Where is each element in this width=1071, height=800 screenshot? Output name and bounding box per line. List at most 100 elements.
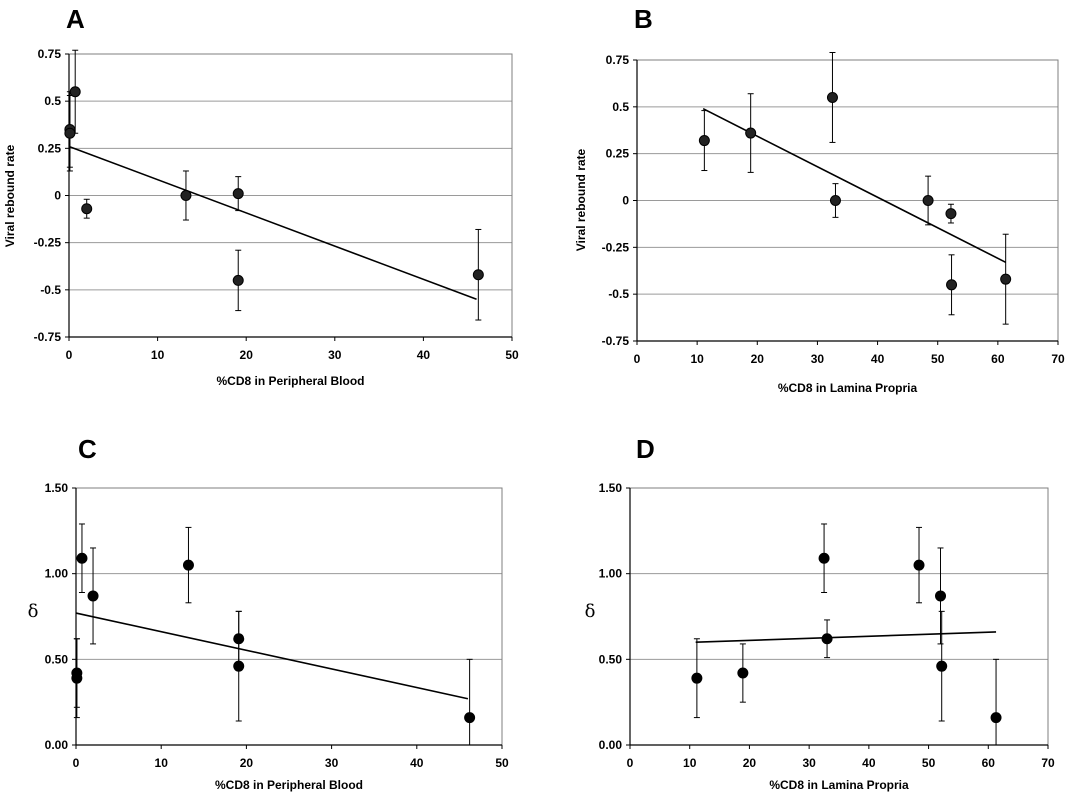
data-point — [464, 712, 476, 724]
x-tick-label: 10 — [155, 756, 169, 770]
trend-line — [68, 145, 477, 301]
data-point — [233, 660, 245, 672]
x-tick-label: 40 — [410, 756, 424, 770]
x-axis-label: %CD8 in Peripheral Blood — [215, 778, 363, 792]
data-point — [182, 559, 194, 571]
y-tick-label: 0 — [622, 194, 629, 208]
y-axis-label: Viral rebound rate — [574, 148, 588, 251]
x-axis-label: %CD8 in Lamina Propria — [778, 381, 918, 395]
data-point — [69, 86, 81, 98]
x-tick-label: 20 — [751, 352, 765, 366]
data-point — [1000, 273, 1012, 285]
data-point — [87, 590, 99, 602]
y-tick-label: -0.5 — [40, 283, 61, 297]
y-tick-label: 0.25 — [38, 141, 62, 155]
x-tick-label: 50 — [505, 348, 519, 362]
y-axis-label: δ — [28, 601, 39, 622]
data-point — [946, 279, 958, 291]
data-point — [935, 590, 947, 602]
x-tick-label: 40 — [862, 756, 876, 770]
y-tick-label: -0.5 — [608, 287, 629, 301]
x-tick-label: 50 — [495, 756, 509, 770]
data-point — [698, 135, 710, 147]
x-tick-label: 10 — [151, 348, 165, 362]
data-point — [829, 195, 841, 206]
x-tick-label: 40 — [417, 348, 431, 362]
panel-letter: D — [636, 434, 655, 464]
y-tick-label: -0.25 — [602, 240, 630, 254]
data-point — [232, 274, 244, 286]
x-tick-label: 10 — [683, 756, 697, 770]
x-tick-label: 0 — [627, 756, 634, 770]
plot-frame — [629, 487, 1049, 746]
data-point — [180, 190, 192, 201]
data-point — [936, 660, 948, 672]
x-tick-label: 30 — [328, 348, 342, 362]
data-point — [990, 712, 1002, 724]
panel-letter: A — [66, 4, 85, 34]
panel-letter: B — [634, 4, 653, 34]
y-axis-label: δ — [585, 601, 596, 622]
data-point — [922, 195, 934, 206]
y-tick-label: 0.5 — [44, 94, 61, 108]
data-point — [826, 91, 838, 103]
data-point — [821, 633, 833, 645]
y-tick-label: -0.75 — [602, 334, 630, 348]
x-tick-label: 0 — [66, 348, 73, 362]
y-axis-label: Viral rebound rate — [3, 144, 17, 247]
y-tick-label: -0.75 — [34, 330, 62, 344]
x-tick-label: 20 — [240, 756, 254, 770]
y-tick-label: 0.00 — [45, 738, 69, 752]
data-point — [71, 672, 83, 684]
x-tick-label: 70 — [1051, 352, 1065, 366]
data-point — [818, 552, 830, 564]
x-tick-label: 30 — [325, 756, 339, 770]
panel-b: B -0.75 -0.5 -0.25 0 0.25 0.5 0.75 0 10 20 30 40 50 60… — [574, 4, 1065, 395]
y-tick-label: 1.50 — [45, 481, 69, 495]
plot-frame — [75, 487, 503, 746]
data-point — [232, 188, 244, 200]
panel-c: C 0.00 0.50 1.00 1.50 0 10 20 30 40 50 %CD8 in Peri… — [28, 434, 509, 792]
data-point — [64, 127, 76, 139]
x-tick-label: 20 — [240, 348, 254, 362]
x-tick-label: 30 — [811, 352, 825, 366]
y-tick-label: 0.50 — [599, 652, 623, 666]
panel-a: A -0.75 -0.5 -0.25 0 0.25 0.5 0.75 0 10 20 30 40 50 %C… — [3, 4, 519, 388]
panel-d: D 0.00 0.50 1.00 1.50 0 10 20 30 40 50 60 70 %CD8 in … — [585, 434, 1055, 792]
data-point — [233, 633, 245, 645]
y-tick-label: 1.00 — [599, 567, 623, 581]
x-tick-label: 50 — [922, 756, 936, 770]
y-tick-label: 1.00 — [45, 567, 69, 581]
y-tick-label: 0.25 — [606, 147, 630, 161]
panel-letter: C — [78, 434, 97, 464]
x-tick-label: 40 — [871, 352, 885, 366]
x-tick-label: 60 — [982, 756, 996, 770]
trend-line — [695, 631, 997, 643]
x-tick-label: 0 — [73, 756, 80, 770]
y-tick-label: -0.25 — [34, 236, 62, 250]
y-tick-label: 0.00 — [599, 738, 623, 752]
data-point — [81, 203, 93, 215]
x-tick-label: 60 — [991, 352, 1005, 366]
x-tick-label: 50 — [931, 352, 945, 366]
data-point — [913, 559, 925, 571]
data-point — [76, 552, 88, 564]
trend-line — [75, 612, 469, 700]
data-point — [745, 127, 757, 139]
y-tick-label: 0.75 — [38, 47, 62, 61]
data-point — [691, 672, 703, 684]
y-tick-label: 0 — [54, 189, 61, 203]
data-point — [472, 269, 484, 281]
y-tick-label: 1.50 — [599, 481, 623, 495]
y-tick-label: 0.5 — [612, 100, 629, 114]
x-tick-label: 0 — [634, 352, 641, 366]
x-tick-label: 70 — [1041, 756, 1055, 770]
data-point — [945, 208, 957, 220]
x-axis-label: %CD8 in Lamina Propria — [769, 778, 909, 792]
data-point — [737, 667, 749, 679]
x-tick-label: 10 — [690, 352, 704, 366]
x-tick-label: 30 — [802, 756, 816, 770]
y-tick-label: 0.75 — [606, 53, 630, 67]
x-tick-label: 20 — [743, 756, 757, 770]
